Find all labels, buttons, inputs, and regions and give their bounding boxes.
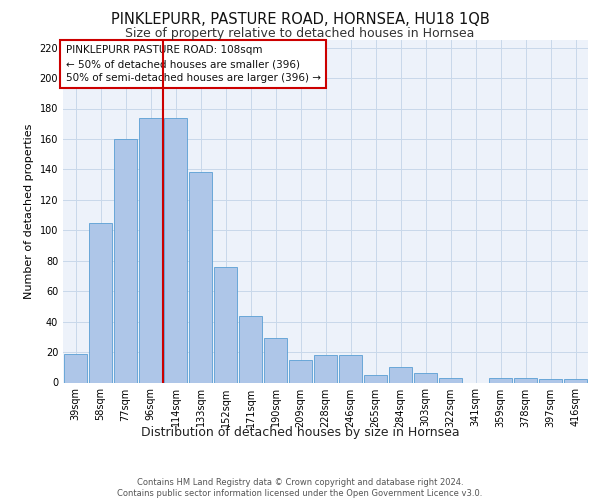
- Bar: [364, 375, 387, 382]
- Bar: [239, 316, 262, 382]
- Bar: [289, 360, 312, 382]
- Y-axis label: Number of detached properties: Number of detached properties: [24, 124, 34, 299]
- Bar: [414, 374, 437, 382]
- Text: Contains HM Land Registry data © Crown copyright and database right 2024.
Contai: Contains HM Land Registry data © Crown c…: [118, 478, 482, 498]
- Bar: [139, 118, 162, 382]
- Text: PINKLEPURR, PASTURE ROAD, HORNSEA, HU18 1QB: PINKLEPURR, PASTURE ROAD, HORNSEA, HU18 …: [110, 12, 490, 28]
- Bar: [389, 368, 412, 382]
- Bar: [264, 338, 287, 382]
- Bar: [189, 172, 212, 382]
- Bar: [439, 378, 462, 382]
- Bar: [539, 380, 562, 382]
- Bar: [114, 139, 137, 382]
- Text: Size of property relative to detached houses in Hornsea: Size of property relative to detached ho…: [125, 28, 475, 40]
- Text: Distribution of detached houses by size in Hornsea: Distribution of detached houses by size …: [140, 426, 460, 439]
- Bar: [564, 380, 587, 382]
- Bar: [314, 355, 337, 382]
- Bar: [164, 118, 187, 382]
- Bar: [489, 378, 512, 382]
- Bar: [89, 222, 112, 382]
- Bar: [214, 267, 237, 382]
- Bar: [514, 378, 537, 382]
- Bar: [339, 355, 362, 382]
- Text: PINKLEPURR PASTURE ROAD: 108sqm
← 50% of detached houses are smaller (396)
50% o: PINKLEPURR PASTURE ROAD: 108sqm ← 50% of…: [65, 45, 320, 83]
- Bar: [64, 354, 87, 382]
